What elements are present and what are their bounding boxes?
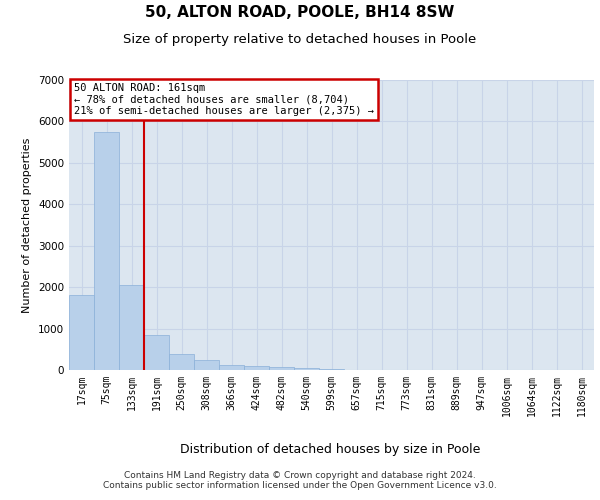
Bar: [294, 368, 319, 370]
Bar: [144, 335, 169, 370]
Text: 50, ALTON ROAD, POOLE, BH14 8SW: 50, ALTON ROAD, POOLE, BH14 8SW: [145, 5, 455, 20]
Text: 50 ALTON ROAD: 161sqm
← 78% of detached houses are smaller (8,704)
21% of semi-d: 50 ALTON ROAD: 161sqm ← 78% of detached …: [74, 83, 374, 116]
Bar: [219, 365, 244, 370]
Y-axis label: Number of detached properties: Number of detached properties: [22, 138, 32, 312]
Text: Distribution of detached houses by size in Poole: Distribution of detached houses by size …: [180, 442, 480, 456]
Text: Contains HM Land Registry data © Crown copyright and database right 2024.
Contai: Contains HM Land Registry data © Crown c…: [103, 470, 497, 490]
Bar: [119, 284, 144, 370]
Bar: [94, 132, 119, 370]
Bar: [244, 366, 269, 370]
Bar: [69, 296, 94, 370]
Bar: [169, 354, 194, 370]
Bar: [194, 360, 219, 370]
Bar: [269, 367, 294, 370]
Text: Size of property relative to detached houses in Poole: Size of property relative to detached ho…: [124, 32, 476, 46]
Bar: [319, 369, 344, 370]
